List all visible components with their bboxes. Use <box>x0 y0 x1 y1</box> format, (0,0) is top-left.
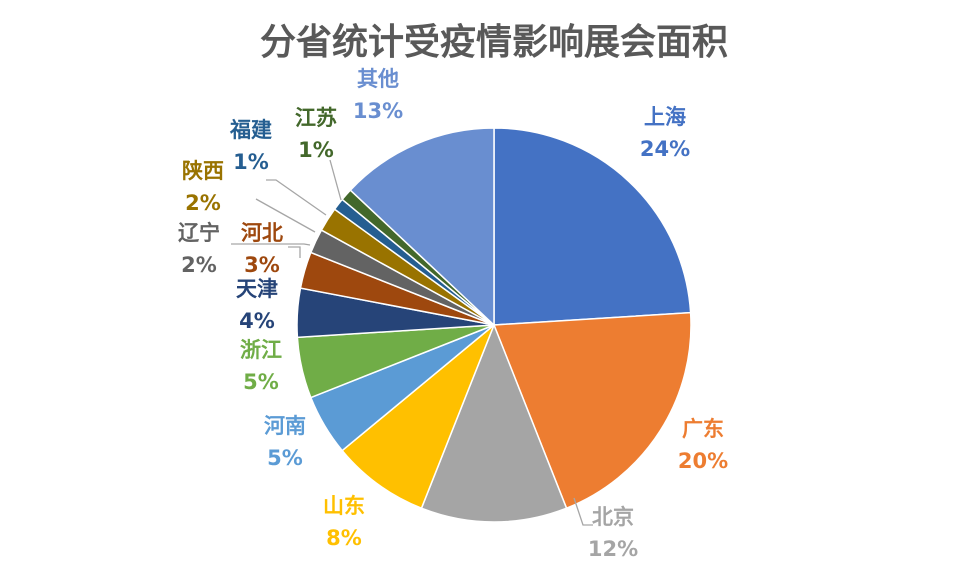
pie-slice-0 <box>493 127 692 326</box>
slice-label-name-12: 其他 <box>357 67 399 91</box>
leader-lines <box>231 159 593 526</box>
leader-line-7 <box>288 246 301 258</box>
leader-line-9 <box>255 198 316 233</box>
slice-label-value-1: 20% <box>678 449 728 473</box>
slice-label-name-4: 河南 <box>264 414 306 438</box>
slice-label-value-10: 1% <box>233 150 269 174</box>
pie-slice-12 <box>349 127 495 327</box>
slice-label-name-7: 河北 <box>241 221 283 245</box>
slice-label-value-8: 2% <box>181 253 217 277</box>
slice-label-value-7: 3% <box>244 253 280 277</box>
slice-labels: 上海 24% 广东 20% 北京 12% 山东 8% 河南 5% 浙江 5% 天津 4% 河北 3% 辽宁 2% 陕… <box>178 67 728 561</box>
slice-label-value-9: 2% <box>185 191 221 215</box>
slice-label-name-9: 陕西 <box>182 159 224 183</box>
slice-label-name-8: 辽宁 <box>178 221 220 245</box>
chart-title: 分省统计受疫情影响展会面积 <box>260 22 728 63</box>
leader-line-10 <box>266 179 327 216</box>
slice-label-value-4: 5% <box>267 446 303 470</box>
slice-label-name-6: 天津 <box>236 277 278 301</box>
slice-label-name-3: 山东 <box>323 494 365 518</box>
slice-label-name-0: 上海 <box>644 105 686 129</box>
slice-label-name-2: 北京 <box>592 505 634 529</box>
leader-line-8 <box>231 243 311 246</box>
pie-slice-3 <box>341 324 495 510</box>
leader-line-11 <box>329 159 342 201</box>
slice-label-value-12: 13% <box>353 99 403 123</box>
slice-label-name-10: 福建 <box>229 118 272 142</box>
slice-label-name-5: 浙江 <box>240 338 282 362</box>
slice-label-value-3: 8% <box>326 526 362 550</box>
pie-slice-2 <box>420 322 568 523</box>
pie-slices <box>296 127 692 523</box>
slice-label-value-0: 24% <box>640 137 690 161</box>
slice-label-name-1: 广东 <box>682 417 724 441</box>
slice-label-value-6: 4% <box>239 309 275 333</box>
slice-label-value-2: 12% <box>588 537 638 561</box>
slice-label-value-11: 1% <box>298 138 334 162</box>
slice-label-value-5: 5% <box>243 370 279 394</box>
slice-label-name-11: 江苏 <box>295 106 337 130</box>
pie-slice-1 <box>492 311 692 510</box>
leader-line-2 <box>573 497 593 526</box>
